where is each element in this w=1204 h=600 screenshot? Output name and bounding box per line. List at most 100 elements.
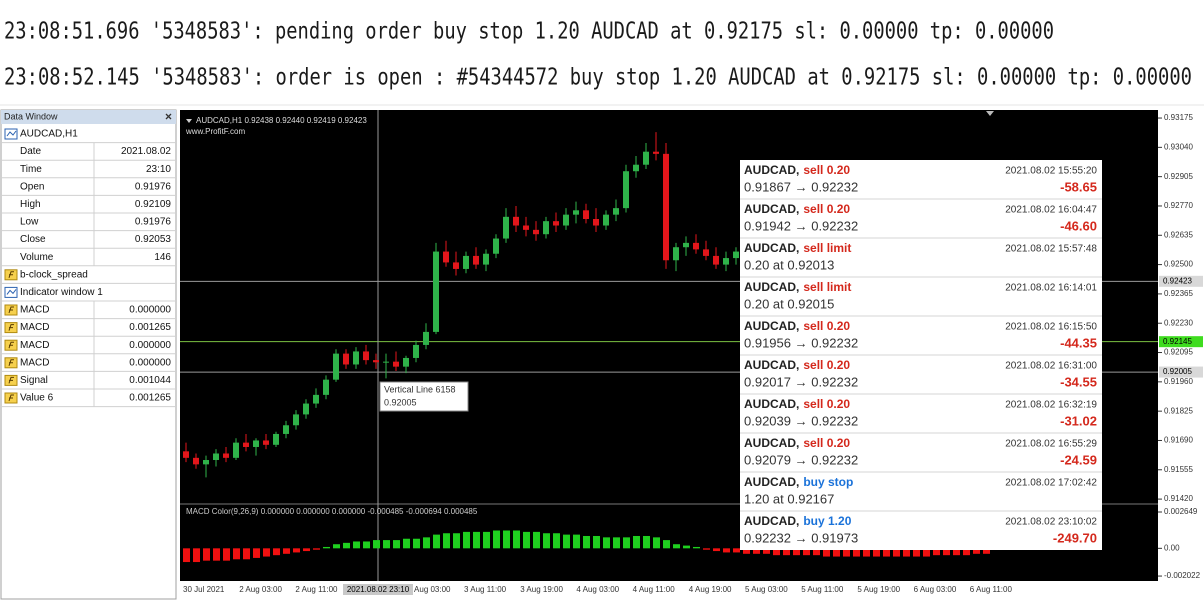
trade-symbol: AUDCAD, <box>744 241 799 255</box>
macd-y-tick-label: 0.00 <box>1164 543 1180 552</box>
log-line: 23:08:51.696 '5348583': pending order bu… <box>4 19 1054 45</box>
candle-body <box>293 414 299 426</box>
macd-bar <box>263 548 270 557</box>
candle-body <box>713 255 719 265</box>
macd-bar <box>563 534 570 549</box>
cursor-time: 2021.08.02 23:10 <box>347 585 410 594</box>
x-tick-label: 4 Aug 03:00 <box>576 585 619 594</box>
candle-body <box>583 210 589 219</box>
candle-body <box>503 216 509 239</box>
trade-symbol: AUDCAD, <box>744 436 799 450</box>
row-label: MACD <box>20 305 49 316</box>
candle-body <box>323 379 329 395</box>
x-tick-label: 2 Aug 03:00 <box>239 585 282 594</box>
trade-detail: 0.20 at 0.92013 <box>744 257 834 272</box>
macd-bar <box>613 537 620 549</box>
macd-bar <box>463 531 470 549</box>
macd-bar <box>643 535 650 549</box>
candle-body <box>723 258 729 265</box>
tooltip-line: 0.92005 <box>384 397 417 407</box>
macd-bar <box>233 548 240 560</box>
macd-bar <box>733 548 740 553</box>
trade-profit: -34.55 <box>1060 374 1097 389</box>
candle-body <box>373 360 379 363</box>
trade-time: 2021.08.02 15:57:48 <box>1005 244 1097 255</box>
macd-bar <box>943 548 950 556</box>
trade-symbol: AUDCAD, <box>744 319 799 333</box>
macd-bar <box>353 541 360 549</box>
trade-action: buy stop <box>803 475 853 489</box>
candle-body <box>473 255 479 265</box>
trade-time: 2021.08.02 23:10:02 <box>1005 517 1097 528</box>
macd-bar <box>443 533 450 549</box>
candle-body <box>673 247 679 261</box>
chart-menu-arrow[interactable] <box>186 119 192 123</box>
row-label: High <box>20 199 41 210</box>
macd-bar <box>503 530 510 549</box>
candle-body <box>593 218 599 226</box>
candle-body <box>513 216 519 226</box>
candle-body <box>693 242 699 250</box>
row-value: 23:10 <box>146 164 171 175</box>
trade-profit: -58.65 <box>1060 179 1097 194</box>
macd-bar <box>513 530 520 549</box>
candle-body <box>443 251 449 263</box>
macd-bar <box>393 540 400 549</box>
macd-bar <box>483 531 490 549</box>
macd-bar <box>273 548 280 556</box>
candle-body <box>203 460 209 465</box>
trade-time: 2021.08.02 16:04:47 <box>1005 205 1097 216</box>
macd-bar <box>903 548 910 557</box>
macd-bar <box>693 546 700 549</box>
macd-bar <box>343 542 350 549</box>
macd-bar <box>573 534 580 549</box>
y-tick-label: 0.91690 <box>1164 436 1193 445</box>
y-tick-label: 0.92500 <box>1164 260 1193 269</box>
macd-bar <box>933 548 940 556</box>
macd-bar <box>913 548 920 557</box>
macd-bar <box>773 548 780 556</box>
macd-bar <box>333 544 340 549</box>
trade-detail: 0.91942 → 0.92232 <box>744 218 858 233</box>
y-tick-label: 0.92770 <box>1164 201 1193 210</box>
trade-profit: -24.59 <box>1060 452 1097 467</box>
macd-bar <box>283 548 290 554</box>
macd-bar <box>473 531 480 549</box>
row-value: 2021.08.02 <box>121 146 171 157</box>
row-label: Low <box>20 217 39 228</box>
row-value: 0.91976 <box>135 217 172 228</box>
candle-body <box>653 151 659 154</box>
macd-bar <box>923 548 930 557</box>
macd-bar <box>183 548 190 563</box>
trade-action: sell limit <box>803 280 851 294</box>
trade-time: 2021.08.02 16:14:01 <box>1005 283 1097 294</box>
row-label: Close <box>20 234 46 245</box>
macd-bar <box>983 548 990 554</box>
macd-bar <box>893 548 900 557</box>
macd-bar <box>293 548 300 553</box>
x-tick-label: 4 Aug 19:00 <box>689 585 732 594</box>
macd-bar <box>703 548 710 550</box>
tooltip-line: Vertical Line 6158 <box>384 384 456 394</box>
macd-bar <box>963 548 970 556</box>
y-tick-label: 0.93175 <box>1164 113 1193 122</box>
y-tick-label: 0.92230 <box>1164 318 1193 327</box>
row-label: Volume <box>20 252 54 263</box>
trade-symbol: AUDCAD, <box>744 358 799 372</box>
candle-body <box>263 440 269 445</box>
row-value: 146 <box>154 252 171 263</box>
candle-body <box>283 425 289 434</box>
macd-bar <box>403 538 410 549</box>
macd-bar <box>823 548 830 557</box>
candle-body <box>683 242 689 248</box>
macd-bar <box>743 548 750 554</box>
y-tick-label: 0.92635 <box>1164 230 1193 239</box>
macd-bar <box>543 533 550 549</box>
row-icon <box>4 286 18 298</box>
row-value: 0.000000 <box>129 340 171 351</box>
candle-body <box>483 253 489 265</box>
data-window <box>0 109 177 600</box>
close-button[interactable] <box>165 113 172 120</box>
candle-body <box>523 225 529 230</box>
